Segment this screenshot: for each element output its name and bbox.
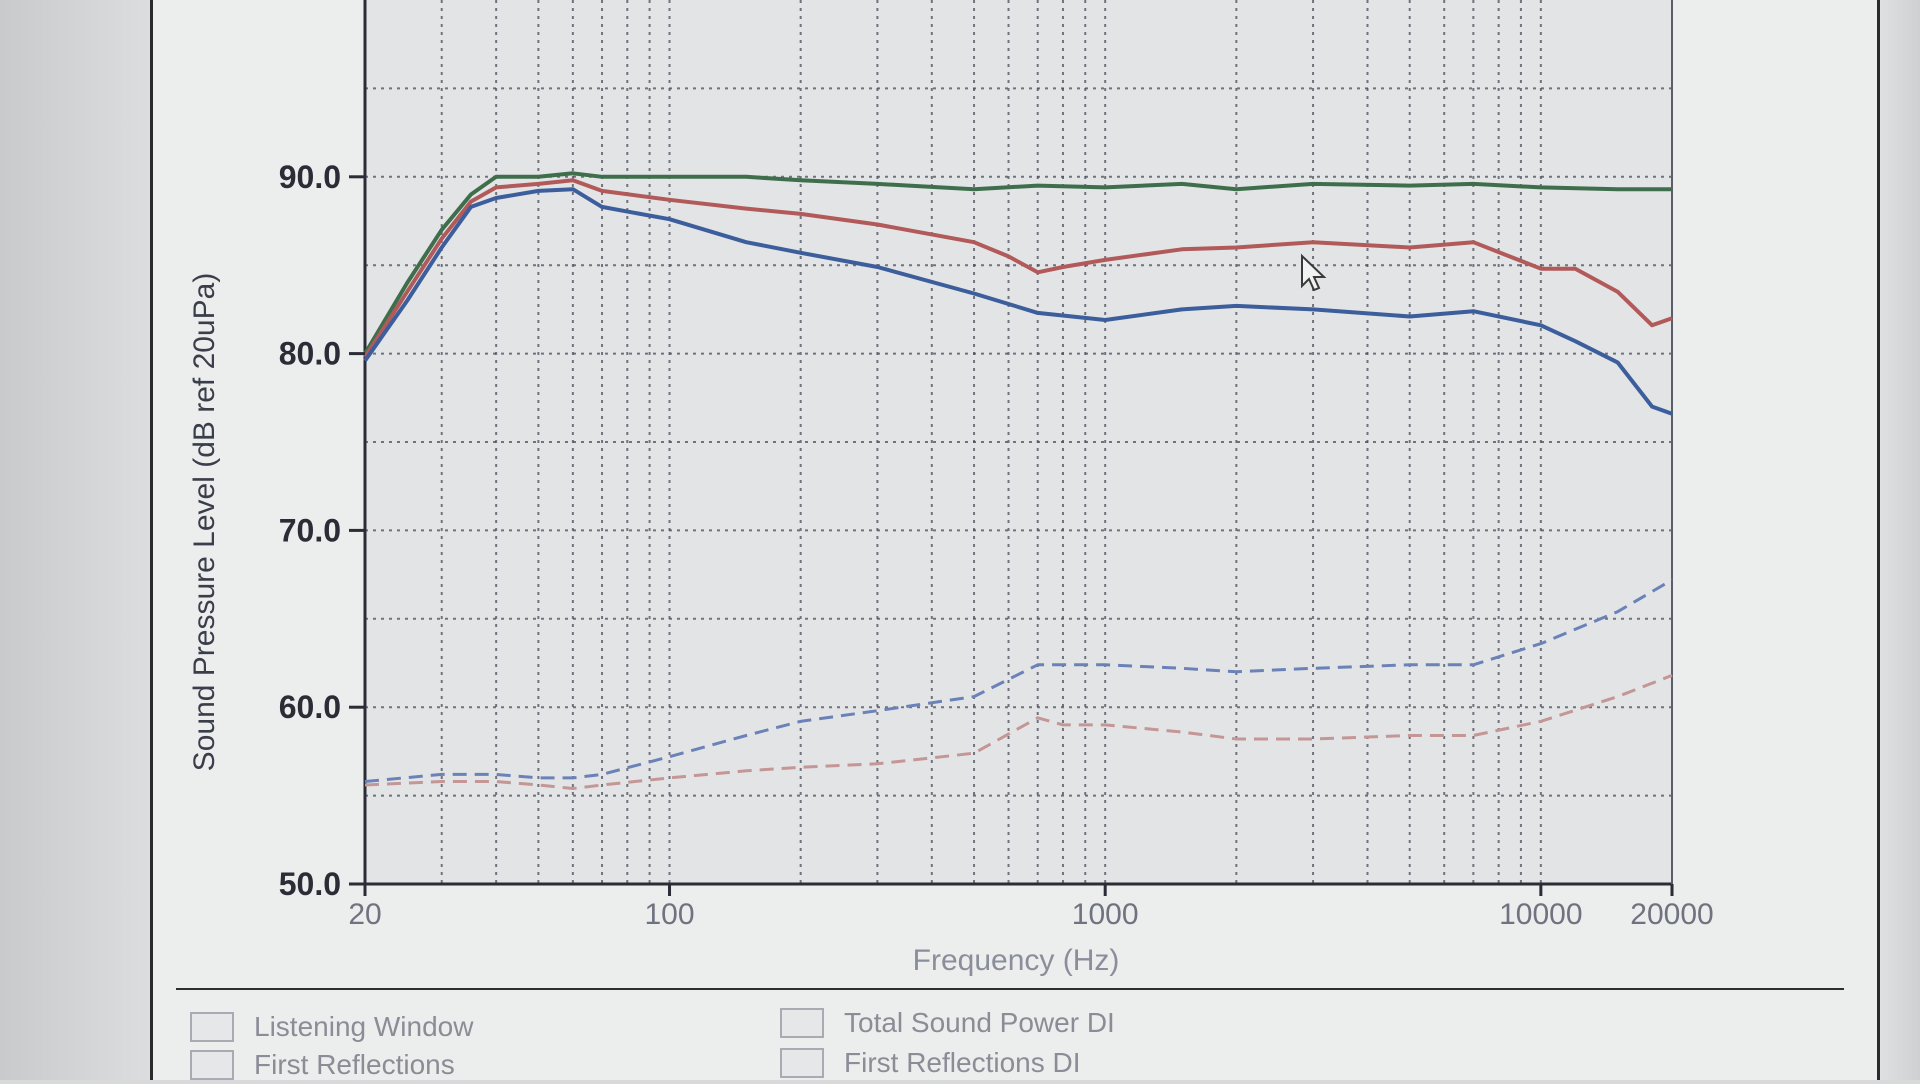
legend-divider [176,988,1844,990]
x-tick-label: 20 [348,898,381,931]
legend-label: First Reflections [254,1049,455,1080]
legend-item-listening-window[interactable]: Listening Window [190,1008,473,1046]
series-line [363,171,1672,355]
legend-swatch [780,1008,824,1038]
screen-bezel-left [0,0,150,1080]
tick-labels: 50.0 60.0 70.0 80.0 90.0 20 100 1000 10000 20000 [279,159,1714,931]
series-lines [363,171,1673,790]
x-tick-label: 20000 [1630,898,1713,931]
y-axis-label: Sound Pressure Level (dB ref 20uPa) [188,273,221,772]
x-tick-label: 10000 [1499,898,1582,931]
legend-item-total-sound-power-di[interactable]: Total Sound Power DI [780,1004,1115,1042]
legend-label: Total Sound Power DI [844,1007,1115,1038]
y-tick-label: 70.0 [279,512,341,548]
series-line [363,187,1673,416]
legend-swatch [780,1048,824,1078]
plot-area [365,0,1672,884]
series-line [364,578,1673,783]
legend-swatch [190,1012,234,1042]
series-line [363,178,1673,359]
legend-label: First Reflections DI [844,1047,1081,1078]
screen-bezel-right [1880,0,1920,1080]
plot-background [365,0,1672,884]
x-axis-label: Frequency (Hz) [913,944,1120,977]
series-line [364,674,1673,790]
x-tick-label: 1000 [1072,898,1139,931]
y-tick-label: 90.0 [279,159,341,195]
legend: Listening Window Total Sound Power DI Fi… [180,996,1840,1080]
legend-label: Listening Window [254,1011,474,1042]
y-tick-label: 60.0 [279,689,341,725]
legend-swatch [190,1050,234,1080]
y-tick-label: 80.0 [279,336,341,372]
y-tick-label: 50.0 [279,866,341,902]
mouse-pointer-icon [1301,253,1327,292]
axes [363,0,1673,886]
x-tick-label: 100 [644,898,694,931]
legend-item-first-reflections-di[interactable]: First Reflections DI [780,1044,1081,1082]
legend-item-first-reflections[interactable]: First Reflections [190,1046,455,1084]
